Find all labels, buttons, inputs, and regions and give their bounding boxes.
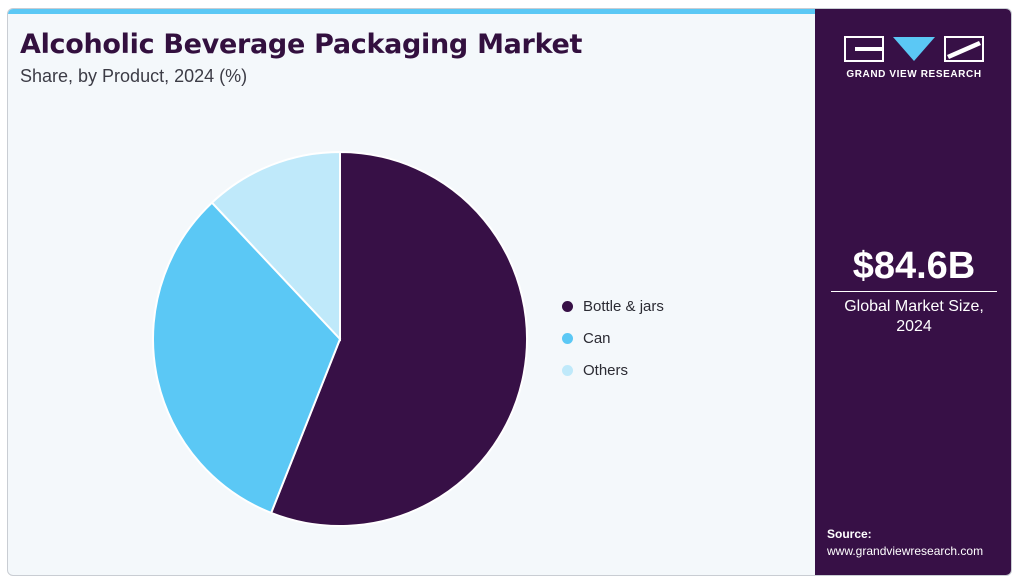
brand-name: GRAND VIEW RESEARCH	[846, 69, 982, 80]
market-size-caption: Global Market Size, 2024	[844, 298, 984, 335]
value-divider	[831, 291, 997, 292]
pie-chart	[152, 150, 528, 527]
legend-item-others: Others	[562, 354, 664, 386]
logo-icon	[844, 36, 984, 62]
chart-subtitle: Share, by Product, 2024 (%)	[20, 66, 248, 86]
source-url[interactable]: www.grandviewresearch.com	[827, 544, 984, 558]
chart-card: Alcoholic Beverage Packaging Market Shar…	[7, 8, 1012, 576]
pie-slice-bottle-jars	[269, 150, 528, 527]
source-label: Source:	[827, 527, 872, 541]
chart-title: Alcoholic Beverage Packaging Market	[20, 29, 583, 60]
top-accent-bar	[8, 9, 815, 14]
legend-item-bottle-jars: Bottle & jars	[562, 290, 664, 322]
legend-label: Can	[583, 329, 611, 347]
legend-label: Others	[583, 361, 629, 379]
market-size-value: $84.6B	[852, 245, 976, 287]
pie-slice-can	[152, 201, 342, 515]
chart-legend: Bottle & jars Can Others	[562, 290, 664, 386]
legend-label: Bottle & jars	[583, 297, 664, 315]
legend-swatch-bottle-jars	[562, 300, 573, 312]
side-panel: GRAND VIEW RESEARCH $84.6B Global Market…	[815, 9, 1011, 575]
pie-slice-others	[210, 150, 341, 342]
legend-swatch-others	[562, 364, 573, 376]
legend-swatch-can	[562, 332, 573, 344]
legend-item-can: Can	[562, 322, 664, 354]
brand-logo: GRAND VIEW RESEARCH	[843, 35, 985, 80]
